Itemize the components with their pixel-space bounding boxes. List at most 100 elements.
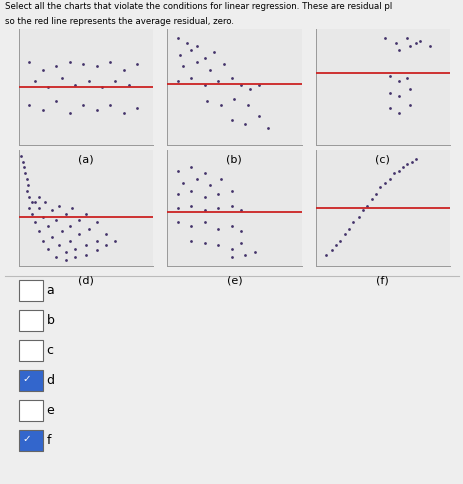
Point [174, 190, 181, 198]
Point [31, 198, 38, 206]
Point [79, 101, 87, 108]
Point [82, 251, 89, 258]
Point [187, 202, 194, 210]
Point [200, 169, 208, 177]
Point [71, 253, 79, 261]
Point [241, 251, 248, 258]
Point [237, 227, 244, 235]
Point [82, 210, 89, 218]
Point [174, 34, 181, 42]
Point [31, 218, 38, 226]
Point [206, 66, 213, 74]
Point [28, 198, 36, 206]
Point [200, 81, 208, 89]
Point [183, 39, 191, 47]
Point [35, 204, 43, 212]
Point [58, 74, 65, 82]
Point [25, 101, 33, 108]
Point [98, 83, 106, 91]
Point [187, 222, 194, 229]
Point [187, 187, 194, 195]
Point [52, 62, 60, 70]
Point [187, 237, 194, 244]
Point [52, 97, 60, 105]
Point [193, 43, 200, 50]
Point [250, 248, 257, 256]
Point [25, 193, 33, 200]
Point [322, 251, 329, 258]
Point [227, 202, 235, 210]
Point [55, 202, 63, 210]
Point [405, 43, 413, 50]
Point [203, 97, 211, 105]
Point [85, 225, 92, 233]
Point [368, 195, 375, 203]
Point [119, 109, 127, 117]
Point [23, 175, 30, 183]
Point [174, 77, 181, 85]
Point [237, 81, 244, 89]
Point [75, 230, 83, 238]
Point [402, 34, 410, 42]
Point [358, 207, 366, 214]
Point [187, 164, 194, 171]
Point [35, 193, 43, 200]
Point [412, 39, 419, 47]
Point [66, 109, 73, 117]
Point [18, 152, 25, 160]
Point [349, 218, 356, 226]
Point [174, 218, 181, 226]
Text: (a): (a) [78, 155, 94, 165]
Point [193, 175, 200, 183]
Point [187, 74, 194, 82]
Point [49, 207, 56, 214]
Point [93, 62, 100, 70]
Point [385, 175, 393, 183]
Point [385, 72, 393, 79]
Point [263, 124, 271, 132]
Point [93, 246, 100, 254]
Point [179, 179, 187, 186]
Point [341, 230, 348, 238]
Point [39, 237, 46, 244]
Point [174, 204, 181, 212]
Point [371, 190, 379, 198]
Point [217, 175, 224, 183]
Text: ✓: ✓ [22, 375, 31, 384]
Point [62, 257, 69, 264]
Point [25, 204, 33, 212]
Point [31, 77, 38, 85]
Point [19, 158, 26, 166]
Text: Select all the charts that violate the conditions for linear regression. These a: Select all the charts that violate the c… [5, 2, 391, 12]
Point [214, 77, 221, 85]
Text: f: f [46, 434, 51, 447]
Point [119, 66, 127, 74]
Point [20, 164, 28, 171]
Point [174, 167, 181, 175]
Point [44, 83, 52, 91]
Point [66, 222, 73, 229]
Point [93, 106, 100, 114]
Point [187, 46, 194, 54]
Text: (f): (f) [375, 276, 388, 286]
Text: b: b [46, 314, 54, 327]
Text: e: e [46, 404, 54, 417]
Point [24, 181, 31, 189]
Point [394, 77, 402, 85]
Point [381, 34, 388, 42]
Point [62, 248, 69, 256]
Point [385, 89, 393, 97]
Point [241, 121, 248, 128]
Point [52, 216, 60, 224]
Text: (d): (d) [78, 276, 94, 286]
Point [179, 62, 187, 70]
Point [237, 239, 244, 247]
Point [332, 242, 339, 249]
Point [79, 60, 87, 68]
Point [93, 237, 100, 244]
Point [71, 245, 79, 253]
Point [227, 187, 235, 195]
Point [227, 74, 235, 82]
Point [200, 193, 208, 200]
Point [219, 60, 227, 68]
